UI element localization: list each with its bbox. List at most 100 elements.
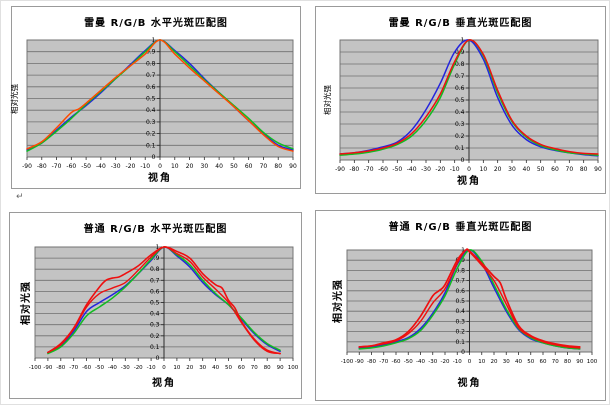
x-tick-label: 40 bbox=[212, 365, 219, 371]
x-tick-label: 0 bbox=[158, 163, 162, 170]
x-tick-label: 90 bbox=[594, 166, 602, 173]
series-R bbox=[339, 39, 599, 155]
x-tick-label: 80 bbox=[564, 359, 571, 365]
x-tick-label: -70 bbox=[379, 359, 388, 365]
y-tick-label: 0.2 bbox=[146, 131, 156, 138]
x-tick-label: 50 bbox=[537, 166, 545, 173]
x-tick-label: -20 bbox=[126, 163, 136, 170]
x-tick-label: 30 bbox=[201, 163, 209, 170]
x-tick-label: -30 bbox=[421, 166, 431, 173]
series-R bbox=[26, 39, 294, 152]
x-tick-label: -90 bbox=[43, 365, 52, 371]
x-tick-label: 40 bbox=[523, 166, 531, 173]
x-tick-label: 100 bbox=[288, 365, 299, 371]
x-axis-title: 视角 bbox=[457, 378, 482, 389]
x-tick-label: 70 bbox=[566, 166, 574, 173]
x-tick-label: -20 bbox=[435, 166, 445, 173]
x-tick-label: 20 bbox=[186, 365, 193, 371]
x-tick-label: 40 bbox=[515, 359, 522, 365]
x-tick-label: -80 bbox=[37, 163, 47, 170]
y-tick-label: 0.7 bbox=[455, 73, 465, 80]
x-tick-label: -40 bbox=[96, 163, 106, 170]
x-tick-label: 20 bbox=[491, 359, 498, 365]
x-tick-label: -10 bbox=[453, 359, 462, 365]
x-tick-label: 30 bbox=[508, 166, 516, 173]
y-tick-label: 0 bbox=[156, 355, 160, 362]
x-tick-label: -10 bbox=[147, 365, 156, 371]
x-tick-label: 30 bbox=[199, 365, 206, 371]
x-tick-label: 90 bbox=[576, 359, 583, 365]
x-tick-label: 0 bbox=[467, 166, 471, 173]
x-tick-label: -10 bbox=[450, 166, 460, 173]
y-tick-label: 0.7 bbox=[455, 278, 465, 285]
x-tick-label: 10 bbox=[478, 359, 485, 365]
chart-ordinary-vertical: 普通 R/G/B 垂直光斑匹配图 相对光强 1 0.9 0.8 0.7 0.6 0.5 0.… bbox=[315, 210, 606, 401]
x-tick-label: -50 bbox=[81, 163, 91, 170]
x-tick-label: 40 bbox=[215, 163, 223, 170]
x-tick-label: 50 bbox=[230, 163, 238, 170]
plot-area: 10.90.80.70.60.50.40.30.20.10-90 -80 -70 -6… bbox=[22, 37, 297, 170]
series-R-2 bbox=[47, 246, 281, 355]
x-tick-label: 90 bbox=[289, 163, 297, 170]
x-tick-label: -70 bbox=[69, 365, 78, 371]
y-tick-label: 0.2 bbox=[150, 333, 160, 340]
y-tick-label: 0.3 bbox=[455, 318, 465, 325]
x-tick-label: -20 bbox=[441, 359, 450, 365]
y-tick-label: 0.5 bbox=[455, 298, 465, 305]
x-tick-label: 0 bbox=[468, 359, 472, 365]
y-tick-label: 0.8 bbox=[455, 61, 465, 68]
y-tick-label: 0.1 bbox=[150, 344, 160, 351]
chart-title: 雷曼 R/G/B 水平光斑匹配图 bbox=[84, 18, 228, 29]
y-tick-label: 0.4 bbox=[150, 311, 160, 318]
x-tick-label: -100 bbox=[29, 365, 42, 371]
x-tick-label: 70 bbox=[251, 365, 258, 371]
y-tick-label: 0 bbox=[461, 349, 465, 356]
x-tick-label: -50 bbox=[95, 365, 104, 371]
chart-title: 普通 R/G/B 垂直光斑匹配图 bbox=[388, 222, 533, 233]
y-tick-label: 0.8 bbox=[146, 60, 156, 67]
y-tick-label: 0 bbox=[152, 154, 156, 161]
x-tick-label: -80 bbox=[367, 359, 376, 365]
plot-area: 10.90.80.70.60.50.40.30.20.10-100 -90 -80-… bbox=[341, 247, 598, 365]
y-tick-label: 0 bbox=[461, 157, 465, 164]
y-tick-label: 0.9 bbox=[146, 49, 156, 56]
x-tick-label: -80 bbox=[349, 166, 359, 173]
x-tick-label: -40 bbox=[416, 359, 425, 365]
x-tick-label: 50 bbox=[527, 359, 534, 365]
x-tick-label: 30 bbox=[503, 359, 510, 365]
y-tick-label: 1 bbox=[156, 244, 160, 251]
x-tick-label: -70 bbox=[364, 166, 374, 173]
x-tick-label: 80 bbox=[274, 163, 282, 170]
y-tick-label: 0.2 bbox=[455, 133, 465, 140]
x-tick-label: 10 bbox=[480, 166, 488, 173]
paragraph-return-mark: ↵ bbox=[16, 192, 24, 202]
x-tick-label: -80 bbox=[56, 365, 65, 371]
y-tick-label: 0.7 bbox=[150, 277, 160, 284]
x-tick-label: 0 bbox=[162, 365, 166, 371]
y-tick-label: 0.2 bbox=[455, 329, 465, 336]
chart-title: 雷曼 R/G/B 垂直光斑匹配图 bbox=[388, 18, 533, 29]
x-tick-label: 90 bbox=[277, 365, 284, 371]
y-tick-label: 0.6 bbox=[455, 85, 465, 92]
x-tick-label: -90 bbox=[355, 359, 364, 365]
x-tick-label: 60 bbox=[551, 166, 559, 173]
x-axis-title: 视角 bbox=[148, 173, 172, 184]
plot-area: 10.90.80.70.60.50.40.30.20.10-90 -80 -70 -6… bbox=[335, 37, 602, 173]
x-tick-label: -10 bbox=[140, 163, 150, 170]
x-tick-label: 10 bbox=[171, 163, 179, 170]
x-tick-label: 70 bbox=[260, 163, 268, 170]
x-tick-label: 50 bbox=[225, 365, 232, 371]
y-tick-label: 0.4 bbox=[455, 109, 465, 116]
x-tick-label: 70 bbox=[552, 359, 559, 365]
y-tick-label: 0.1 bbox=[146, 142, 156, 149]
x-tick-label: 80 bbox=[580, 166, 588, 173]
chart-title: 普通 R/G/B 水平光斑匹配图 bbox=[83, 224, 228, 235]
y-tick-label: 0.5 bbox=[455, 97, 465, 104]
x-tick-label: -60 bbox=[66, 163, 76, 170]
x-tick-label: 60 bbox=[238, 365, 245, 371]
y-tick-label: 0.5 bbox=[146, 96, 156, 103]
x-axis-title: 视角 bbox=[152, 378, 176, 389]
x-tick-label: 20 bbox=[494, 166, 502, 173]
y-tick-label: 0.8 bbox=[150, 266, 160, 273]
